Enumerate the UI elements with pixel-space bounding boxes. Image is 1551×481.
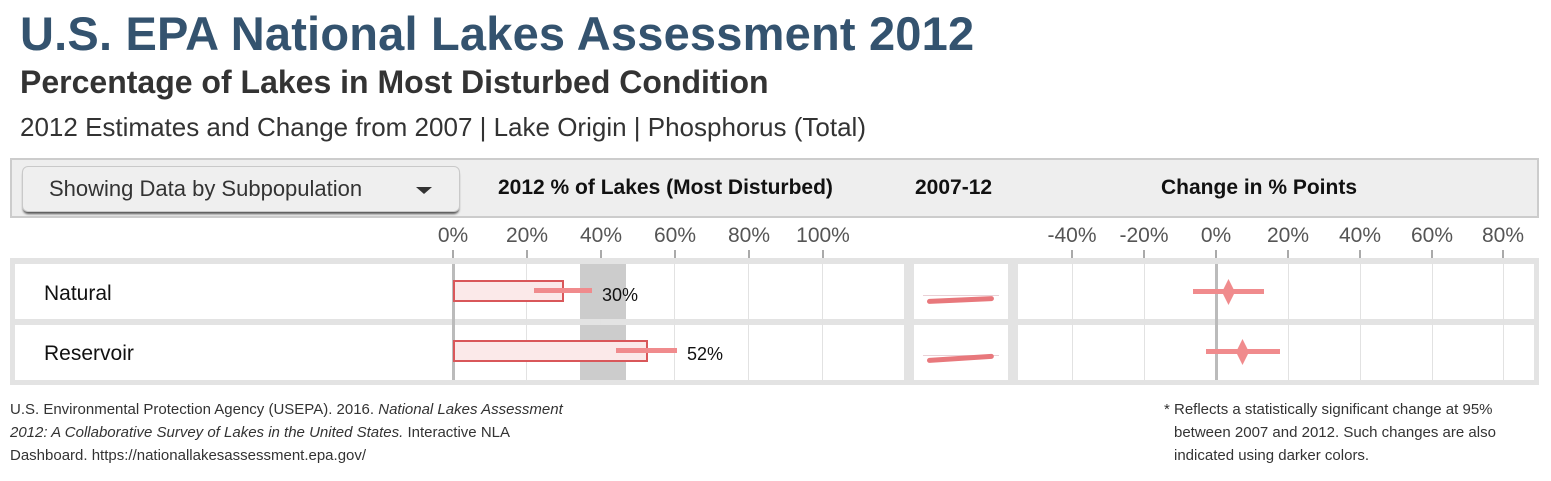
axis-tick-label: 80% [727,224,771,247]
trend-row [914,264,1008,319]
gridline [1503,264,1504,380]
axis-tick [1359,250,1361,260]
axis-tick-label: 80% [1481,224,1525,247]
axis-tick [600,250,602,260]
axis-tick-label: 60% [653,224,697,247]
trend-row [914,325,1008,380]
change-row[interactable] [1018,264,1534,319]
axis-tick [1071,250,1073,260]
column-header-bar: Showing Data by Subpopulation 2012 % of … [10,158,1539,218]
subpopulation-dropdown[interactable]: Showing Data by Subpopulation [22,166,460,212]
column-header-change: Change in % Points [1161,176,1358,199]
page-description: 2012 Estimates and Change from 2007 | La… [20,112,866,142]
axis-tick-label: 20% [505,224,549,247]
ci-natural [534,288,592,293]
column-header-percent: 2012 % of Lakes (Most Disturbed) [498,176,833,199]
axis-tick [1215,250,1217,260]
axis-tick-label: 0% [1200,224,1232,247]
gridline [1360,264,1361,380]
row-label-reservoir: Reservoir [44,342,134,365]
axis-tick-label: 60% [1410,224,1454,247]
citation: U.S. Environmental Protection Agency (US… [10,398,570,467]
axis-tick [748,250,750,260]
axis-tick-label: 20% [1266,224,1310,247]
change-marker-reservoir[interactable] [1236,339,1249,365]
citation-link-text: Interactive NLA Dashboard. https://natio… [10,424,510,464]
percent-panel: Natural 30% Reservoir 52% [10,258,909,385]
gridline [674,264,675,380]
page-subtitle: Percentage of Lakes in Most Disturbed Co… [20,64,769,100]
gridline [1144,264,1145,380]
gridline [748,264,749,380]
axis-tick [822,250,824,260]
citation-title: National Lakes Assessment 2012: A Collab… [10,401,563,441]
trend-reference-line [923,295,999,296]
column-header-trend: 2007-12 [915,176,993,199]
zero-line [1215,264,1218,380]
axis-tick-label: -40% [1047,224,1097,247]
footnote-line-2: between 2007 and 2012. Such changes are … [1174,424,1496,464]
gridline [600,264,601,380]
axis-tick-label: 100% [796,224,850,247]
gridline [822,264,823,380]
axis-tick-label: 0% [437,224,469,247]
change-panel [1013,258,1539,385]
axis-tick-label: 40% [1338,224,1382,247]
axis-tick [452,250,454,260]
gridline [1288,264,1289,380]
axis-tick [526,250,528,260]
gridline [1072,264,1073,380]
axis-tick-label: 40% [579,224,623,247]
caret-down-icon [416,187,432,194]
axis-tick [674,250,676,260]
axis-tick [1287,250,1289,260]
row-label-natural: Natural [44,282,112,305]
page-title: U.S. EPA National Lakes Assessment 2012 [20,7,975,60]
gridline [526,264,527,380]
trend-panel [909,258,1013,385]
value-natural: 30% [602,285,639,305]
axis-tick [1431,250,1433,260]
change-marker-natural[interactable] [1222,279,1235,305]
ci-reservoir [616,348,677,353]
zero-line [452,264,455,380]
axis-tick-label: -20% [1119,224,1169,247]
footnote-line-1: * Reflects a statistically significant c… [1164,401,1493,418]
significance-footnote: * Reflects a statistically significant c… [1164,398,1544,467]
axis-tick [1143,250,1145,260]
gridline [1432,264,1433,380]
axis-tick [1502,250,1504,260]
dropdown-label: Showing Data by Subpopulation [49,176,363,201]
citation-text: U.S. Environmental Protection Agency (US… [10,401,379,418]
value-reservoir: 52% [687,344,724,364]
